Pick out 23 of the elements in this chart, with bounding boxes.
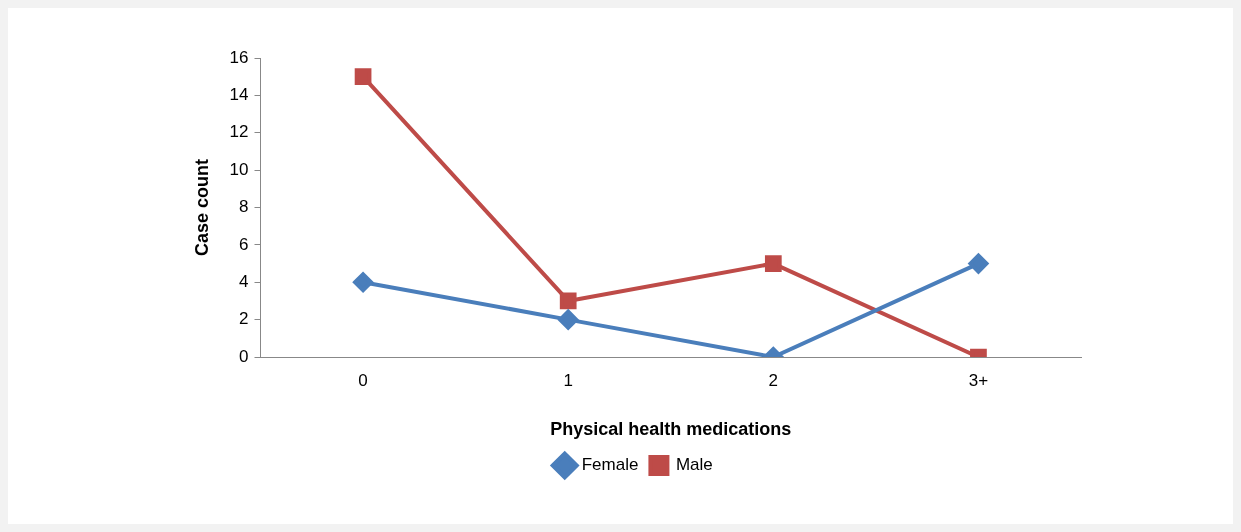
y-tick-label: 14 [229,85,249,105]
legend-label: Male [675,455,713,475]
point [764,255,782,272]
y-tick-label: 0 [239,346,249,366]
point [353,272,374,293]
y-tick-label: 16 [229,47,249,67]
x-axis-title: Physical health medications [550,419,792,440]
x-tick-label: 0 [358,370,368,390]
legend-label: Female [581,455,639,475]
y-axis-title: Case count [191,158,212,257]
y-tick-label: 12 [229,122,249,142]
y-tick-label: 6 [239,234,249,254]
point [558,309,579,330]
point [354,68,372,86]
x-tick-label: 3+ [968,370,989,390]
y-tick-label: 8 [239,197,249,217]
y-tick-label: 10 [229,159,249,179]
point [559,292,577,310]
x-tick-label: 1 [563,370,573,390]
x-tick-label: 2 [768,370,779,390]
y-tick-label: 4 [239,271,249,291]
y-tick-label: 2 [239,309,249,329]
point [968,253,989,274]
